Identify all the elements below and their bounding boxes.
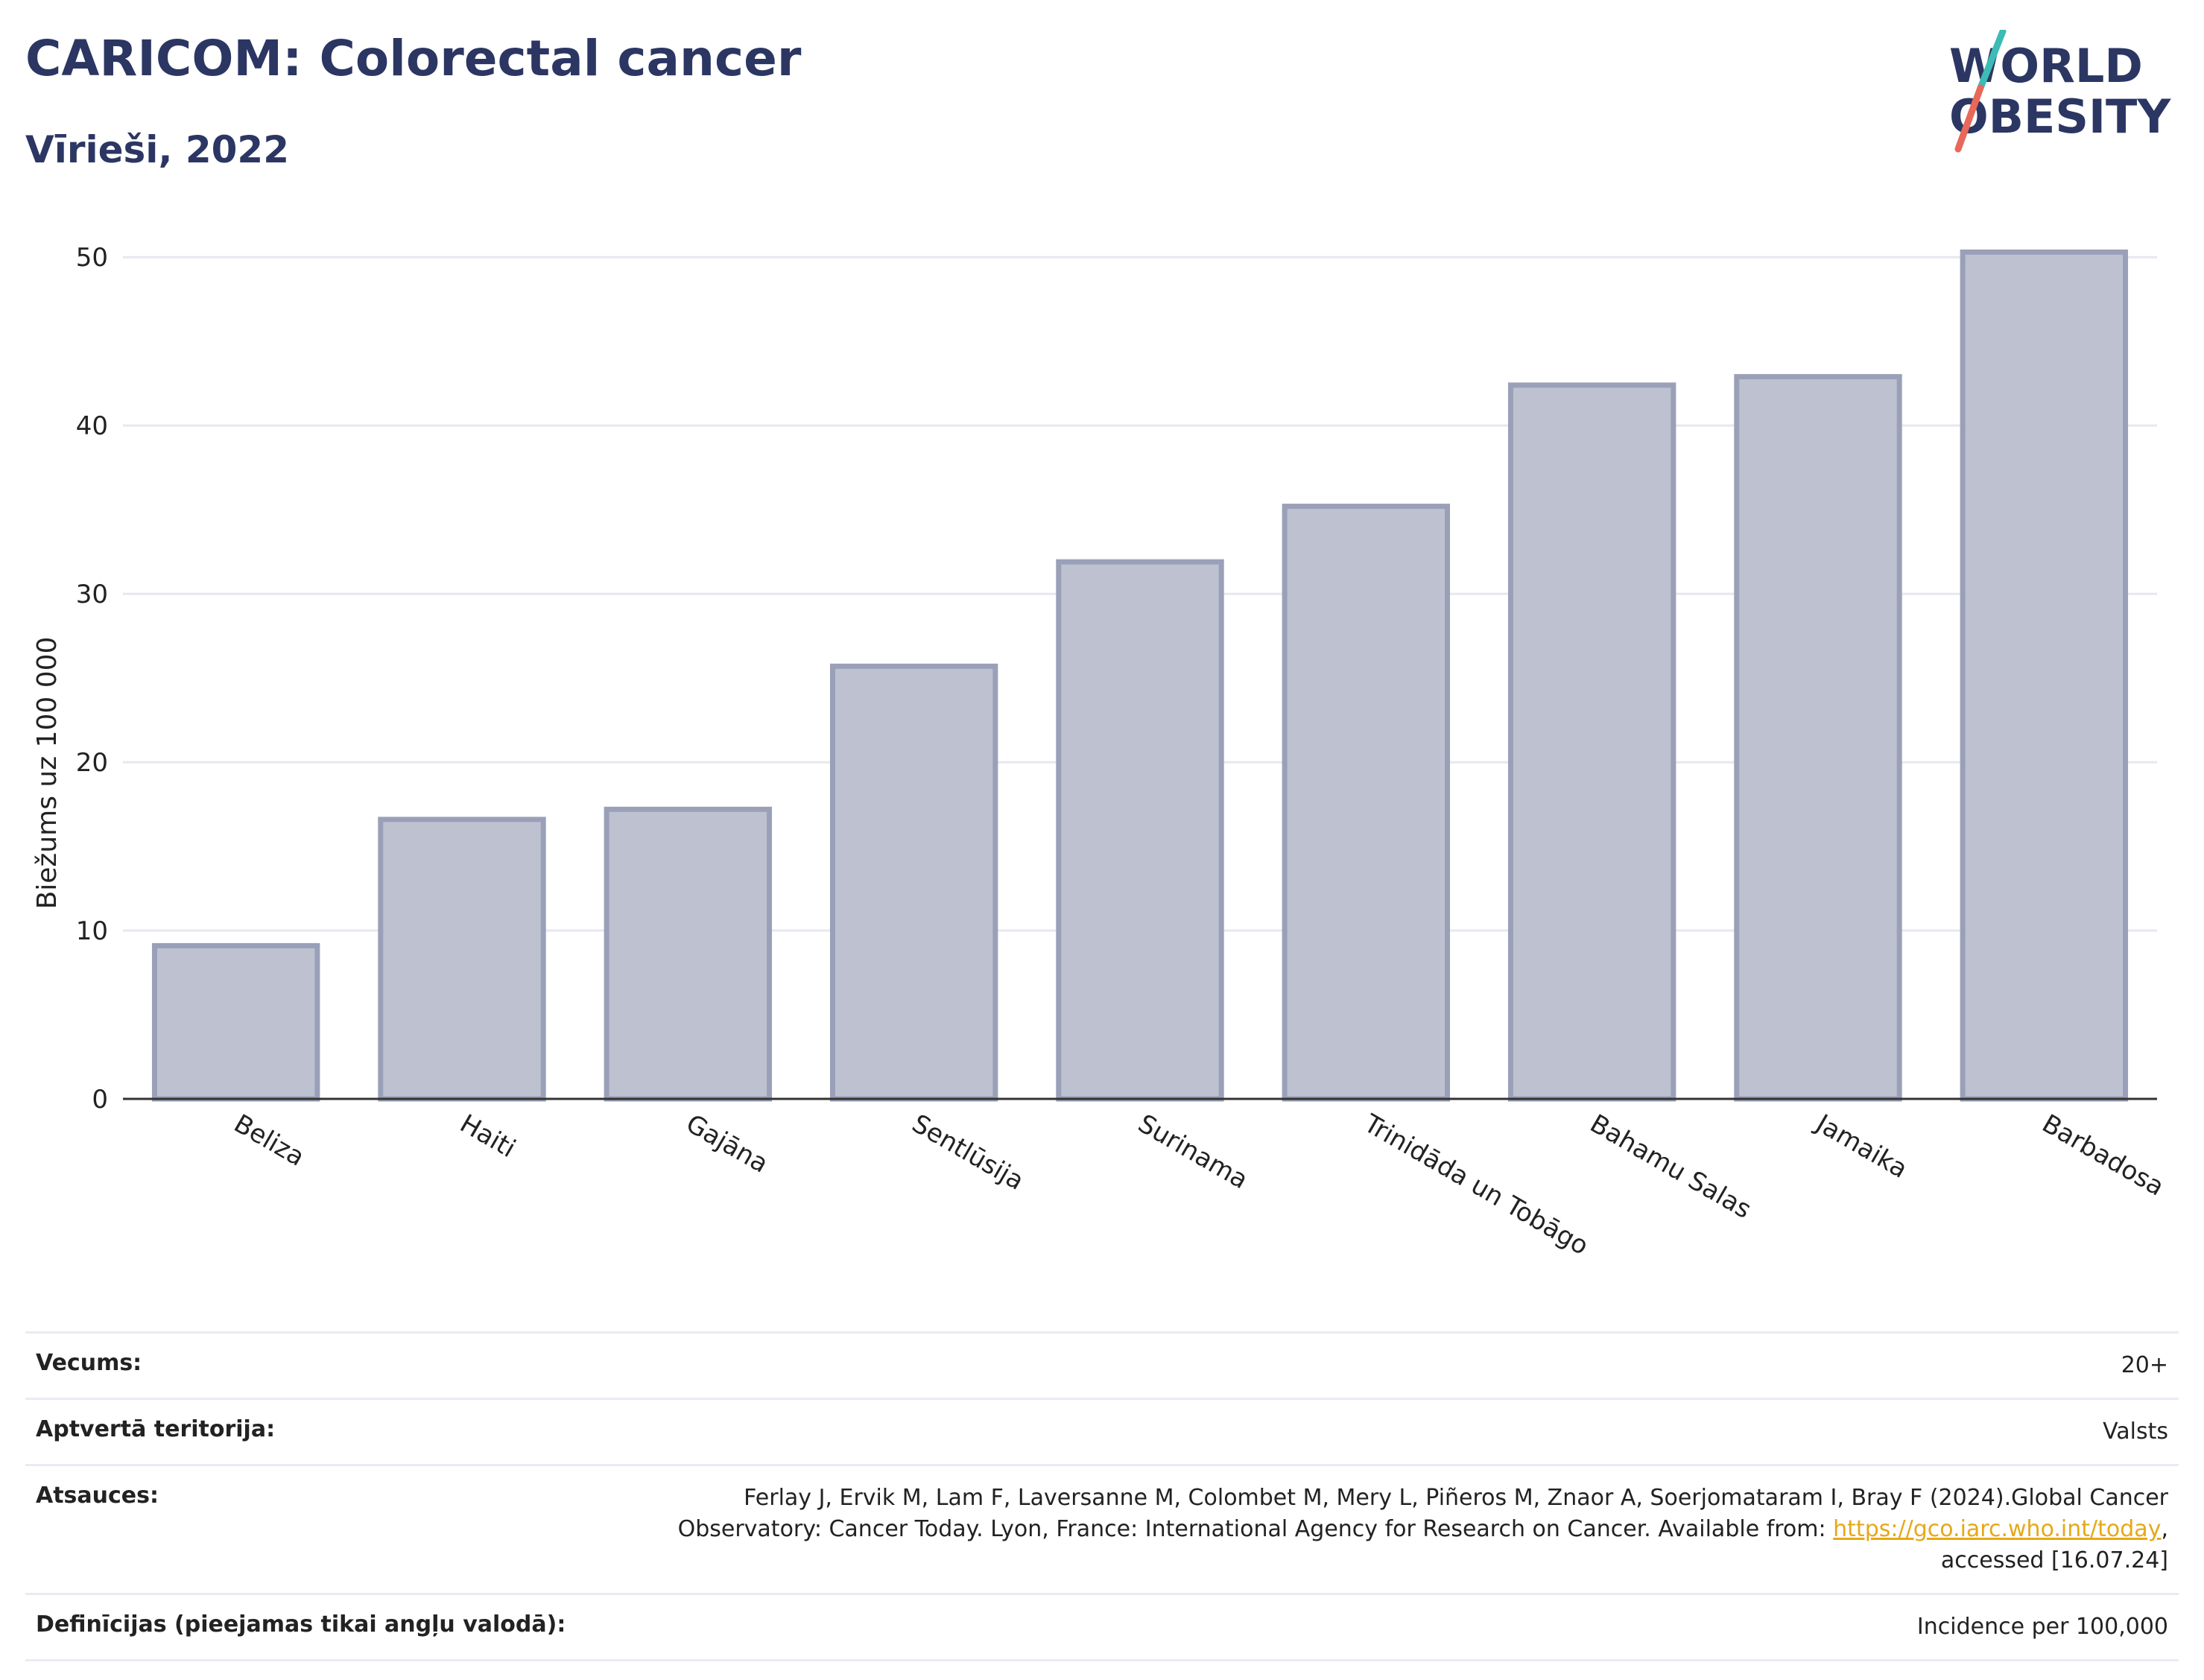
metadata-table: Vecums: 20+ Aptvertā teritorija: Valsts … bbox=[25, 1331, 2179, 1661]
reference-text: Ferlay J, Ervik M, Lam F, Laversanne M, … bbox=[677, 1485, 2168, 1542]
x-tick-label: Gajāna bbox=[681, 1109, 773, 1179]
bar bbox=[378, 817, 546, 1102]
x-tick-label: Sentlūsija bbox=[907, 1109, 1029, 1196]
x-tick-label: Bahamu Salas bbox=[1585, 1109, 1756, 1225]
x-tick-label: Beliza bbox=[229, 1109, 309, 1173]
bars bbox=[151, 249, 2129, 1102]
chart-title: CARICOM: Colorectal cancer bbox=[25, 30, 802, 87]
meta-row-references: Atsauces: Ferlay J, Ervik M, Lam F, Lave… bbox=[25, 1464, 2179, 1593]
y-tick-label: 20 bbox=[76, 748, 108, 778]
meta-key-definitions: Definīcijas (pieejamas tikai angļu valod… bbox=[36, 1611, 566, 1638]
y-tick-label: 0 bbox=[92, 1085, 108, 1115]
y-tick-label: 40 bbox=[76, 411, 108, 441]
logo-slash-coral bbox=[1954, 84, 1984, 153]
meta-key-references: Atsauces: bbox=[36, 1483, 159, 1509]
y-axis-label: Biežums uz 100 000 bbox=[32, 637, 63, 910]
bar bbox=[829, 663, 998, 1102]
bar bbox=[1734, 374, 1902, 1102]
logo-word-2: OBESITY bbox=[1949, 89, 2171, 144]
meta-key-age: Vecums: bbox=[36, 1350, 142, 1376]
bar bbox=[1507, 382, 1676, 1102]
meta-row-definitions: Definīcijas (pieejamas tikai angļu valod… bbox=[25, 1593, 2179, 1661]
meta-row-territory: Aptvertā teritorija: Valsts bbox=[25, 1398, 2179, 1464]
world-obesity-logo: WORLD OBESITY bbox=[1949, 30, 2171, 153]
bar bbox=[151, 942, 320, 1102]
x-tick-label: Barbadosa bbox=[2037, 1109, 2169, 1202]
bar bbox=[604, 806, 773, 1102]
x-axis-ticks: Beliza Haiti Gajāna Sentlūsija Surinama Trini… bbox=[229, 1108, 2169, 1261]
bar bbox=[1282, 504, 1451, 1102]
meta-value-territory: Valsts bbox=[2103, 1419, 2168, 1445]
reference-accessed: , accessed [16.07.24] bbox=[1940, 1516, 2168, 1573]
logo-slash-teal bbox=[1977, 30, 2007, 92]
x-tick-label: Jamaika bbox=[1810, 1108, 1913, 1185]
meta-key-territory: Aptvertā teritorija: bbox=[36, 1416, 276, 1442]
bar bbox=[1960, 249, 2129, 1102]
meta-value-references: Ferlay J, Ervik M, Lam F, Laversanne M, … bbox=[618, 1483, 2168, 1576]
meta-value-age: 20+ bbox=[2121, 1352, 2168, 1378]
bar bbox=[1056, 559, 1224, 1102]
y-axis-ticks: 0 10 20 30 40 50 bbox=[76, 243, 108, 1115]
y-tick-label: 30 bbox=[76, 580, 108, 609]
x-tick-label: Haiti bbox=[455, 1109, 521, 1164]
chart-subtitle: Vīrieši, 2022 bbox=[25, 128, 290, 171]
y-tick-label: 50 bbox=[76, 243, 108, 273]
x-tick-label: Surinama bbox=[1133, 1109, 1253, 1195]
reference-link[interactable]: https://gco.iarc.who.int/today bbox=[1833, 1516, 2162, 1542]
x-tick-label: Trinidāda un Tobāgo bbox=[1358, 1109, 1594, 1261]
meta-value-definitions: Incidence per 100,000 bbox=[1916, 1614, 2168, 1640]
bar-chart: 0 10 20 30 40 50 Beliza Haiti Gajāna Sentlūsija S… bbox=[32, 243, 2169, 1261]
y-tick-label: 10 bbox=[76, 916, 108, 946]
meta-row-age: Vecums: 20+ bbox=[25, 1331, 2179, 1398]
